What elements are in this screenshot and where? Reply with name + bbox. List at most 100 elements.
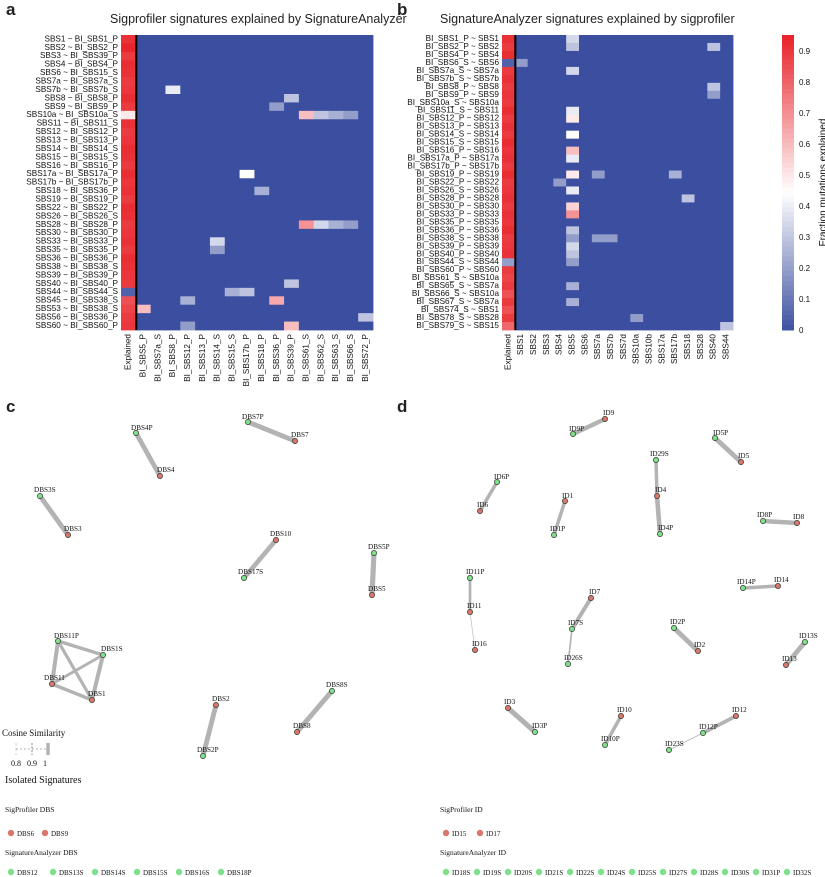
heatmap-cell [514, 114, 529, 124]
heatmap-cell [553, 298, 567, 307]
colorbar-segment [782, 280, 794, 287]
heatmap-cell [553, 162, 567, 171]
heatmap-cell [643, 298, 657, 307]
heatmap-cell [643, 162, 657, 171]
row-label: BI_SBS79_S ~ SBS15 [416, 321, 499, 330]
heatmap-cell [668, 322, 683, 331]
heatmap-cell [591, 234, 606, 243]
heatmap-cell [579, 114, 593, 124]
heatmap-cell [254, 304, 270, 314]
heatmap-cell [527, 290, 541, 299]
heatmap-cell [298, 136, 315, 145]
heatmap-cell [135, 203, 152, 213]
heatmap-cell [514, 74, 529, 84]
heatmap-cell [707, 258, 721, 267]
heatmap-cell [579, 162, 593, 171]
heatmap-cell [313, 296, 329, 306]
heatmap-cell [150, 220, 166, 230]
heatmap-cell [284, 35, 300, 44]
heatmap-cell [343, 51, 359, 61]
heatmap-cell [209, 186, 226, 196]
heatmap-cell [269, 35, 285, 44]
heatmap-cell [358, 127, 374, 137]
heatmap-cell [284, 136, 300, 145]
heatmap-cell [553, 170, 567, 179]
heatmap-cell [239, 77, 255, 86]
row-label: BI_SBS14_S ~ SBS14 [416, 130, 499, 139]
heatmap-cell [269, 271, 285, 280]
heatmap-cell [284, 321, 300, 331]
colorbar-segment [782, 69, 794, 75]
network-node [292, 438, 298, 444]
node-label: ID8 [793, 513, 805, 521]
heatmap-cell [527, 106, 541, 116]
sigprofiler-label: SigProfiler ID [440, 805, 483, 814]
heatmap-cell [328, 102, 344, 112]
network-node [740, 585, 746, 591]
heatmap-cell [135, 169, 152, 179]
heatmap-cell [668, 146, 683, 155]
heatmap-cell [591, 114, 606, 124]
heatmap-cell [694, 290, 708, 299]
row-label: SBS18 ~ BI_SBS36_P [35, 186, 118, 195]
heatmap-cell [527, 50, 541, 60]
column-label: BI_SBS36_P [272, 333, 281, 381]
heatmap-cell [527, 282, 541, 291]
colorbar-segment [782, 54, 794, 61]
heatmap-cell [298, 287, 315, 297]
heatmap-cell [135, 68, 152, 78]
heatmap-cell [328, 186, 344, 196]
heatmap-cell [254, 271, 270, 280]
heatmap-cell [343, 153, 359, 162]
heatmap-cell [681, 90, 695, 100]
heatmap-cell [553, 130, 567, 140]
heatmap-cell [150, 161, 166, 171]
heatmap-cell [604, 202, 618, 211]
isolated-analyzer-label: DBS14S [101, 869, 126, 877]
heatmap-cell [150, 94, 166, 103]
heatmap-cell [343, 262, 359, 272]
heatmap-cell [527, 266, 541, 275]
heatmap-cell [514, 266, 529, 275]
network-node [467, 609, 473, 615]
heatmap-cell [358, 237, 374, 247]
heatmap-cell [681, 218, 695, 227]
heatmap-cell [643, 266, 657, 275]
heatmap-cell [239, 254, 255, 263]
heatmap-cell [720, 106, 734, 116]
heatmap-cell [643, 82, 657, 92]
heatmap-cell [553, 218, 567, 227]
isolated-analyzer-node [133, 868, 141, 876]
heatmap-cell [694, 258, 708, 267]
heatmap-cell [617, 42, 631, 52]
heatmap-cell [150, 43, 166, 53]
heatmap-cell [694, 42, 708, 52]
isolated-analyzer-label: ID22S [576, 869, 594, 877]
row-label: SBS44 ~ BI_SBS44_S [35, 287, 118, 296]
heatmap-cell [313, 321, 329, 331]
row-label: BI_SBS40_P ~ SBS40 [417, 249, 500, 258]
heatmap-cell [707, 178, 721, 187]
heatmap-cell [165, 51, 181, 61]
heatmap-cell [328, 119, 344, 129]
heatmap-cell [681, 42, 695, 52]
heatmap-cell [591, 274, 606, 283]
heatmap-cell [694, 90, 708, 100]
heatmap-cell [720, 50, 734, 60]
heatmap-cell [269, 304, 285, 314]
heatmap-cell [165, 287, 181, 297]
heatmap-cell [591, 154, 606, 163]
heatmap-cell [298, 220, 315, 230]
heatmap-cell [540, 98, 554, 108]
heatmap-cell [209, 60, 226, 70]
heatmap-cell [540, 186, 554, 195]
heatmap-cell [617, 258, 631, 267]
heatmap-cell [328, 212, 344, 221]
heatmap-cell [617, 314, 631, 323]
heatmap-cell [707, 42, 721, 52]
node-label: ID11 [467, 602, 482, 610]
heatmap-cell [328, 161, 344, 171]
heatmap-cell [180, 85, 196, 95]
heatmap-cell [328, 51, 344, 61]
column-label: BI_SBS63_S [331, 333, 340, 381]
